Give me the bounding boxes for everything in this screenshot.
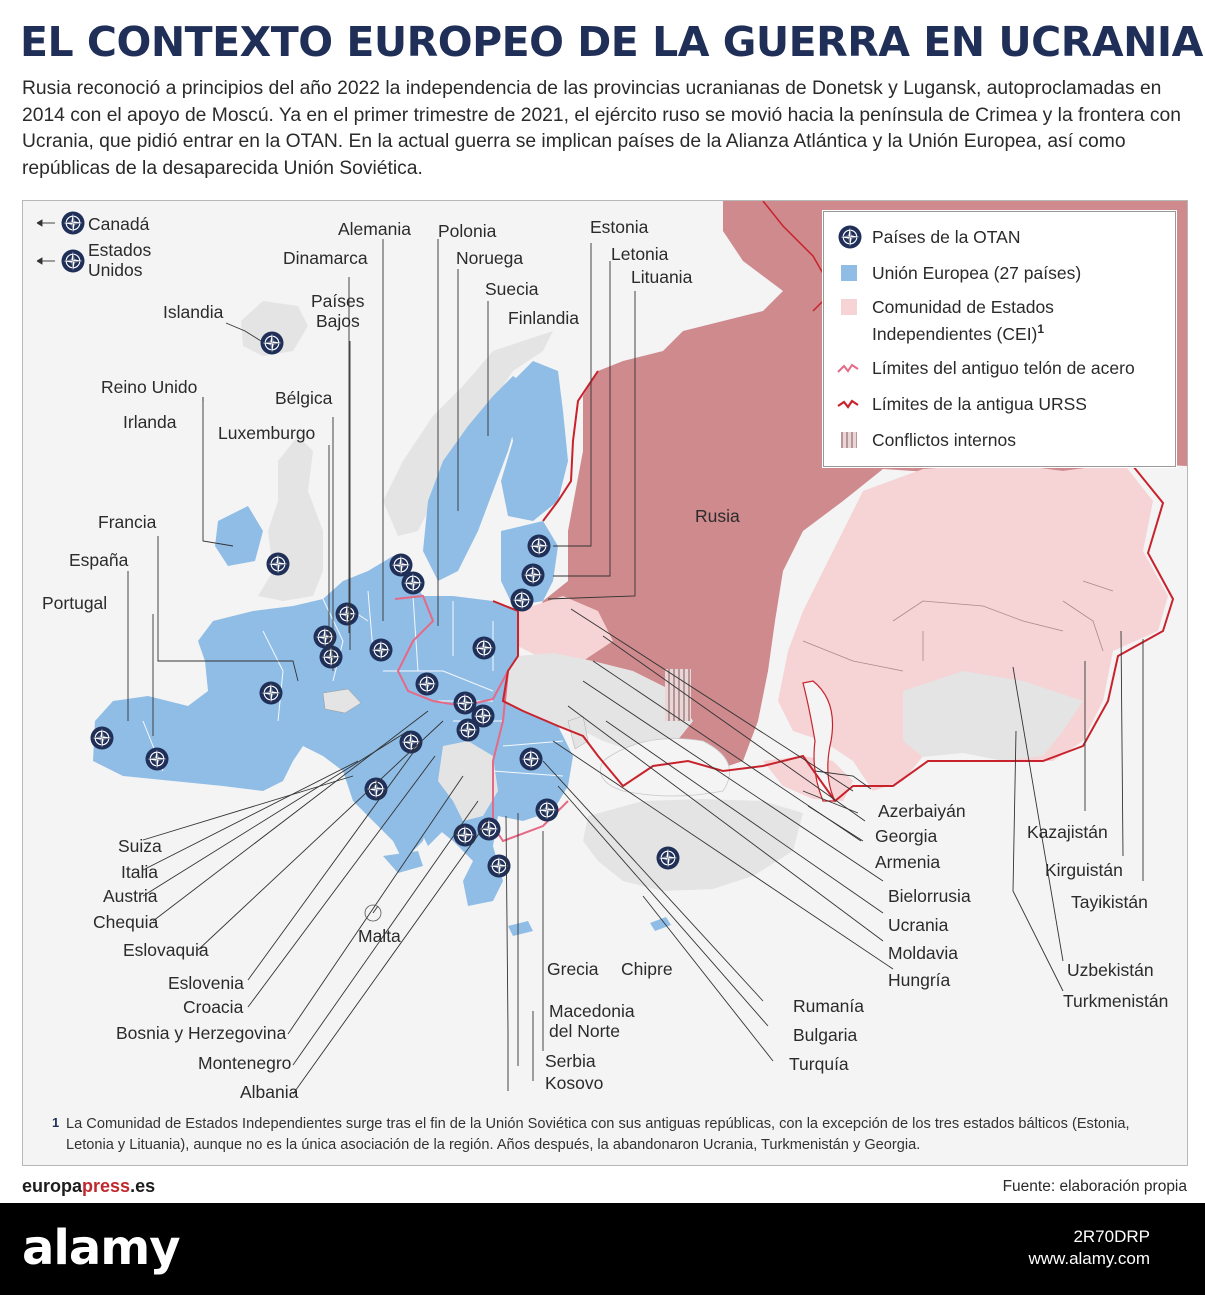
label-usa-1: Estados bbox=[88, 240, 151, 260]
label-turkmenistan: Turkmenistán bbox=[1063, 991, 1168, 1011]
country-labels: Canadá Estados Unidos Alemania Polonia E… bbox=[42, 214, 1168, 1102]
italy-region bbox=[353, 711, 443, 846]
label-espana: España bbox=[69, 550, 129, 570]
label-albania: Albania bbox=[240, 1082, 299, 1102]
label-chipre: Chipre bbox=[621, 959, 673, 979]
label-letonia: Letonia bbox=[611, 244, 669, 264]
legend-item-conflicts: Conflictos internos bbox=[836, 429, 1016, 451]
balkans-other bbox=[438, 741, 498, 821]
label-austria: Austria bbox=[103, 886, 158, 906]
label-finlandia: Finlandia bbox=[508, 308, 579, 328]
page-title: EL CONTEXTO EUROPEO DE LA GUERRA EN UCRA… bbox=[20, 18, 1203, 66]
label-serbia: Serbia bbox=[545, 1051, 596, 1071]
label-portugal: Portugal bbox=[42, 593, 107, 613]
legend-item-iron-curtain: Límites del antiguo telón de acero bbox=[836, 357, 1135, 379]
brand-logo: europapress.es bbox=[22, 1176, 156, 1196]
legend-item-eu: Unión Europea (27 países) bbox=[836, 262, 1081, 284]
label-paises-bajos-2: Bajos bbox=[316, 311, 360, 331]
stock-site: www.alamy.com bbox=[1028, 1249, 1150, 1268]
norway-region bbox=[383, 331, 553, 536]
label-chequia: Chequia bbox=[93, 912, 158, 932]
label-ucrania: Ucrania bbox=[888, 915, 949, 935]
ireland-region bbox=[215, 506, 263, 566]
label-croacia: Croacia bbox=[183, 997, 244, 1017]
stock-image-info: 2R70DRP www.alamy.com bbox=[1028, 1226, 1150, 1270]
label-bulgaria: Bulgaria bbox=[793, 1025, 857, 1045]
label-georgia: Georgia bbox=[875, 826, 938, 846]
label-kazajistan: Kazajistán bbox=[1027, 822, 1108, 842]
label-malta: Malta bbox=[358, 926, 401, 946]
label-alemania: Alemania bbox=[338, 219, 411, 239]
label-kosovo: Kosovo bbox=[545, 1073, 603, 1093]
intro-paragraph: Rusia reconoció a principios del año 202… bbox=[22, 78, 1181, 179]
label-luxemburgo: Luxemburgo bbox=[218, 423, 315, 443]
label-polonia: Polonia bbox=[438, 221, 497, 241]
label-paises-bajos-1: Países bbox=[311, 291, 365, 311]
label-lituania: Lituania bbox=[631, 267, 693, 287]
leader-lines bbox=[36, 219, 1144, 1095]
label-italia: Italia bbox=[121, 862, 158, 882]
label-bielorrusia: Bielorrusia bbox=[888, 886, 971, 906]
label-rumania: Rumanía bbox=[793, 996, 864, 1016]
label-grecia: Grecia bbox=[547, 959, 599, 979]
label-irlanda: Irlanda bbox=[123, 412, 177, 432]
map: Canadá Estados Unidos Alemania Polonia E… bbox=[22, 200, 1188, 1166]
legend-item-cis: Comunidad de Estados Independientes (CEI)… bbox=[836, 296, 1054, 345]
label-kirguistan: Kirguistán bbox=[1045, 860, 1123, 880]
label-suecia: Suecia bbox=[485, 279, 539, 299]
map-legend: Países de la OTAN Unión Europea (27 país… bbox=[823, 211, 1176, 467]
label-francia: Francia bbox=[98, 512, 157, 532]
label-eslovaquia: Eslovaquia bbox=[123, 940, 209, 960]
central-asia-other bbox=[903, 671, 1083, 761]
stock-image-code: 2R70DRP bbox=[1073, 1227, 1150, 1246]
label-usa-2: Unidos bbox=[88, 260, 143, 280]
ussr-border-line bbox=[492, 370, 1175, 803]
label-montenegro: Montenegro bbox=[198, 1053, 291, 1073]
label-hungria: Hungría bbox=[888, 970, 951, 990]
label-canada: Canadá bbox=[88, 214, 150, 234]
iceland-region bbox=[241, 301, 308, 356]
source-note: Fuente: elaboración propia bbox=[1002, 1178, 1187, 1195]
sweden-region bbox=[423, 376, 528, 581]
finland-region bbox=[501, 361, 568, 521]
label-armenia: Armenia bbox=[875, 852, 940, 872]
ukraine-region bbox=[503, 653, 693, 751]
label-belgica: Bélgica bbox=[275, 388, 333, 408]
turkey-region bbox=[583, 799, 803, 891]
stock-footer-bar bbox=[0, 1203, 1205, 1295]
label-turquia: Turquía bbox=[789, 1054, 849, 1074]
label-uzbekistan: Uzbekistán bbox=[1067, 960, 1154, 980]
label-eslovenia: Eslovenia bbox=[168, 973, 244, 993]
label-islandia: Islandia bbox=[163, 302, 224, 322]
label-rusia: Rusia bbox=[695, 506, 740, 526]
label-azerbaiyan: Azerbaiyán bbox=[878, 801, 966, 821]
label-macedonia-1: Macedonia bbox=[549, 1001, 635, 1021]
label-estonia: Estonia bbox=[590, 217, 649, 237]
stock-logo: alamy bbox=[22, 1220, 181, 1276]
label-macedonia-2: del Norte bbox=[549, 1021, 620, 1041]
belarus-region bbox=[518, 596, 613, 661]
label-reino-unido: Reino Unido bbox=[101, 377, 197, 397]
label-bosnia: Bosnia y Herzegovina bbox=[116, 1023, 286, 1043]
legend-item-ussr: Límites de la antigua URSS bbox=[836, 393, 1087, 415]
label-noruega: Noruega bbox=[456, 248, 523, 268]
label-moldavia: Moldavia bbox=[888, 943, 958, 963]
label-suiza: Suiza bbox=[118, 836, 162, 856]
footnote: 1 La Comunidad de Estados Independientes… bbox=[52, 1115, 1130, 1153]
legend-item-nato: Países de la OTAN bbox=[836, 225, 1021, 249]
label-dinamarca: Dinamarca bbox=[283, 248, 368, 268]
label-tayikistan: Tayikistán bbox=[1071, 892, 1148, 912]
